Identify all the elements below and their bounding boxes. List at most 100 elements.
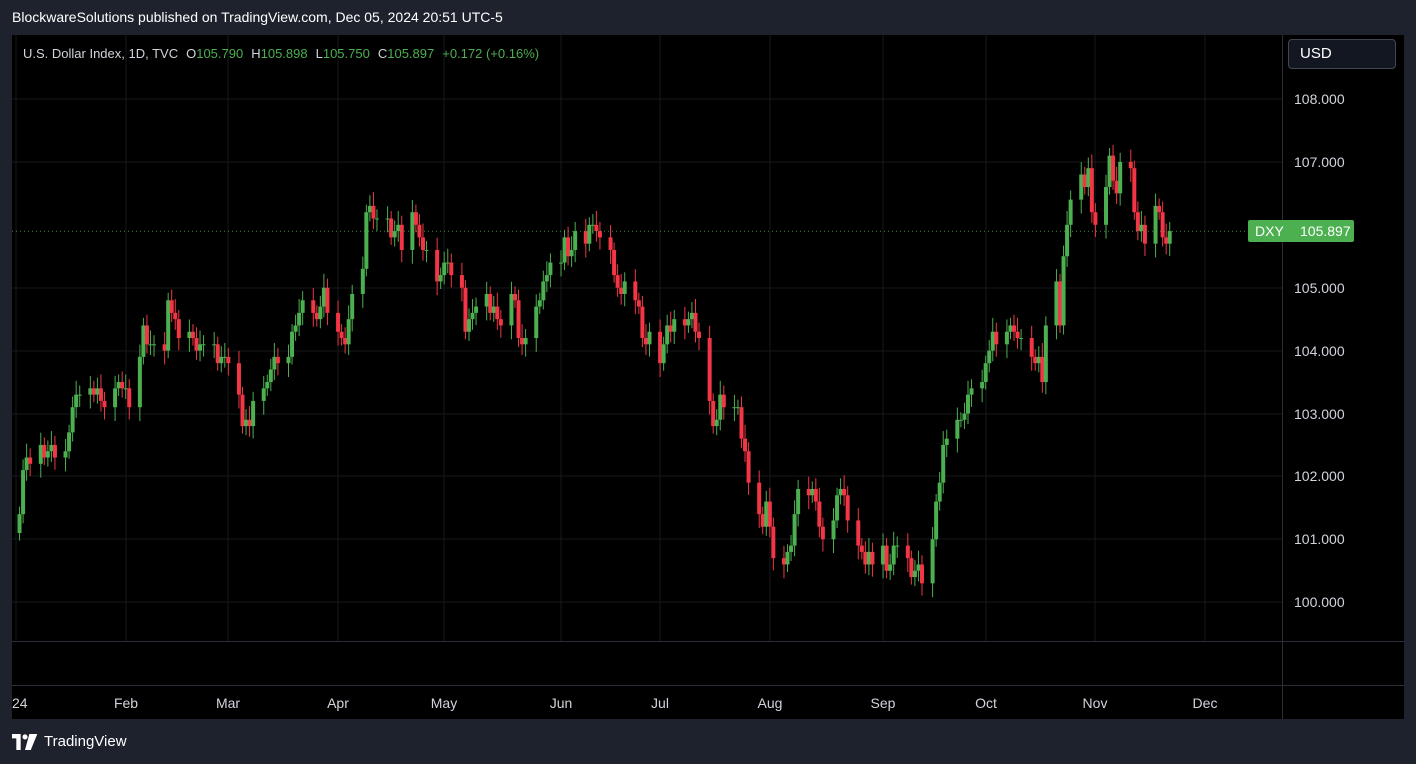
candle-body — [796, 488, 801, 515]
candle-body — [590, 224, 595, 226]
candle-body — [622, 281, 627, 294]
candle-body — [396, 224, 401, 232]
candle-body — [339, 331, 344, 339]
candle-body — [1104, 187, 1109, 225]
candle-body — [820, 526, 825, 540]
candle-body — [371, 205, 376, 219]
candle-body — [244, 419, 249, 427]
candle-body — [219, 356, 224, 364]
candle-body — [718, 394, 723, 420]
candle-body — [226, 356, 231, 364]
candle-body — [488, 293, 493, 313]
candle-body — [845, 495, 850, 521]
candle-body — [77, 394, 82, 396]
candle-body — [789, 545, 794, 552]
candle-body — [608, 237, 613, 250]
candle-body — [732, 407, 737, 409]
candle-body — [141, 325, 146, 357]
legend-symbol: U.S. Dollar Index, 1D, TVC — [23, 46, 179, 61]
candle-body — [619, 287, 624, 294]
price-tag-symbol: DXY — [1251, 220, 1288, 242]
candle-body — [636, 300, 641, 307]
candle-body — [697, 331, 702, 339]
candle-body — [693, 312, 698, 332]
candle-body — [173, 312, 178, 320]
candle-body — [1107, 155, 1112, 188]
candle-body — [714, 419, 719, 427]
candle-body — [438, 275, 443, 282]
chart-pane[interactable]: 108.000 107.000 105.000 104.000 103.000 102.0… — [12, 35, 1404, 719]
candlestick-chart[interactable]: 108.000 107.000 105.000 104.000 103.000 102.0… — [12, 35, 1404, 719]
candle-body — [1139, 224, 1144, 232]
candle-body — [389, 218, 394, 238]
candle-body — [247, 419, 252, 427]
candle-body — [969, 388, 974, 395]
candle-body — [785, 551, 790, 565]
candle-body — [944, 438, 949, 445]
candle-body — [350, 293, 355, 320]
candle-body — [325, 287, 330, 313]
candle-body — [916, 564, 921, 571]
candle-body — [152, 344, 157, 346]
candle-body — [739, 407, 744, 439]
candle-body — [658, 331, 663, 364]
candle-body — [463, 287, 468, 332]
candle-body — [336, 312, 341, 332]
candle-body — [1065, 224, 1070, 257]
candle-body — [98, 388, 103, 401]
candle-body — [994, 331, 999, 345]
candle-body — [548, 262, 553, 276]
candle-body — [123, 388, 128, 390]
publish-header: BlockwareSolutions published on TradingV… — [12, 9, 503, 25]
candle-body — [661, 344, 666, 364]
candle-body — [435, 249, 440, 282]
candle-body — [120, 382, 125, 389]
candle-body — [194, 338, 199, 351]
candle-body — [544, 275, 549, 282]
x-tick-label: Oct — [975, 695, 997, 711]
candle-body — [1004, 331, 1009, 345]
legend-high-label: H — [251, 46, 261, 61]
legend-low: 105.750 — [322, 46, 370, 61]
candle-body — [45, 451, 50, 458]
legend-change: +0.172 (+0.16%) — [442, 46, 540, 61]
candle-body — [640, 306, 645, 339]
candle-body — [1142, 224, 1147, 244]
candle-body — [562, 237, 567, 263]
candle-body — [781, 558, 786, 565]
candle-body — [251, 400, 256, 427]
legend-low-label: L — [315, 46, 323, 61]
currency-button[interactable]: USD — [1288, 39, 1396, 69]
candle-body — [806, 488, 811, 496]
candle-body — [863, 551, 868, 565]
candle-body — [1089, 168, 1094, 213]
candle-body — [523, 338, 528, 345]
candle-body — [512, 293, 517, 301]
candle-body — [817, 501, 822, 527]
y-tick-label: 108.000 — [1294, 91, 1345, 107]
x-tick-label: Dec — [1193, 695, 1218, 711]
legend-high: 105.898 — [260, 46, 308, 61]
candle-body — [300, 300, 305, 313]
candle-body — [573, 231, 578, 250]
candle-body — [343, 338, 348, 345]
tradingview-brand[interactable]: TradingView — [12, 733, 127, 750]
candle-body — [321, 287, 326, 307]
x-tick-label: Apr — [327, 695, 349, 711]
candle-body — [290, 331, 295, 357]
price-tag-value: 105.897 — [1300, 223, 1351, 239]
x-tick-label: 2024 — [12, 695, 28, 711]
candle-body — [52, 444, 57, 458]
candle-body — [520, 338, 525, 345]
candle-body — [286, 356, 291, 364]
candle-body — [495, 306, 500, 320]
candle-body — [265, 382, 270, 389]
candle-body — [1043, 325, 1048, 383]
candle-body — [859, 545, 864, 552]
candle-body — [198, 344, 203, 351]
x-tick-label: Aug — [758, 695, 783, 711]
candle-body — [49, 444, 54, 452]
candle-body — [268, 369, 273, 383]
candle-body — [95, 388, 100, 395]
candle-body — [275, 356, 280, 364]
